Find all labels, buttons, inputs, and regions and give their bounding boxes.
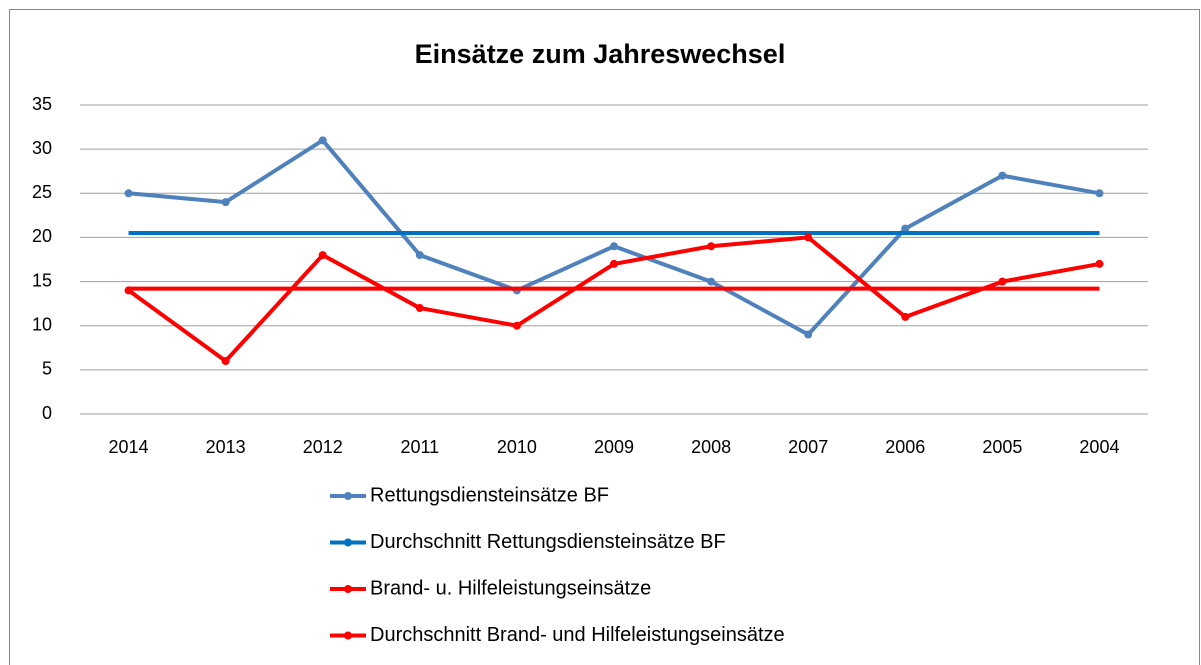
legend-label: Rettungsdiensteinsätze BF (370, 484, 609, 506)
y-tick-label: 10 (32, 314, 52, 334)
y-tick-label: 5 (42, 359, 52, 379)
x-tick-label: 2010 (497, 437, 537, 457)
point (124, 189, 133, 198)
chart-border (9, 9, 1200, 665)
point (1095, 189, 1104, 198)
legend-label: Durchschnitt Brand- und Hilfeleistungsei… (370, 624, 785, 646)
x-tick-label: 2009 (594, 437, 634, 457)
x-tick-label: 2014 (109, 437, 149, 457)
point (901, 224, 910, 233)
point (901, 312, 910, 321)
legend-marker (344, 585, 352, 593)
point (318, 136, 327, 145)
legend-marker (344, 631, 352, 640)
x-tick-label: 2004 (1079, 437, 1119, 457)
point (415, 304, 424, 313)
legend-marker (344, 538, 352, 547)
y-tick-label: 0 (42, 403, 52, 423)
x-tick-label: 2012 (303, 437, 343, 457)
y-tick-label: 15 (32, 270, 52, 290)
point (318, 251, 327, 260)
y-tick-label: 25 (32, 182, 52, 202)
chart-title: Einsätze zum Jahreswechsel (415, 39, 786, 69)
point (610, 242, 618, 251)
y-tick-label: 20 (32, 226, 52, 246)
x-tick-label: 2008 (691, 437, 731, 457)
legend-marker (344, 492, 352, 500)
point (512, 321, 521, 330)
point (998, 171, 1007, 180)
x-tick-label: 2011 (400, 437, 439, 457)
x-tick-label: 2006 (885, 437, 925, 457)
y-tick-label: 30 (32, 138, 52, 158)
point (1095, 259, 1104, 268)
point (804, 233, 813, 242)
y-tick-label: 35 (32, 94, 52, 114)
x-tick-label: 2013 (206, 437, 246, 457)
point (610, 259, 618, 268)
x-tick-label: 2005 (982, 437, 1022, 457)
point (998, 277, 1007, 286)
point (221, 357, 230, 366)
legend-label: Durchschnitt Rettungsdiensteinsätze BF (370, 531, 726, 553)
point (707, 277, 716, 286)
x-tick-label: 2007 (788, 437, 828, 457)
point (415, 251, 424, 260)
point (804, 330, 813, 339)
point (221, 198, 230, 207)
point (707, 242, 716, 251)
legend-label: Brand- u. Hilfeleistungseinsätze (370, 577, 651, 599)
